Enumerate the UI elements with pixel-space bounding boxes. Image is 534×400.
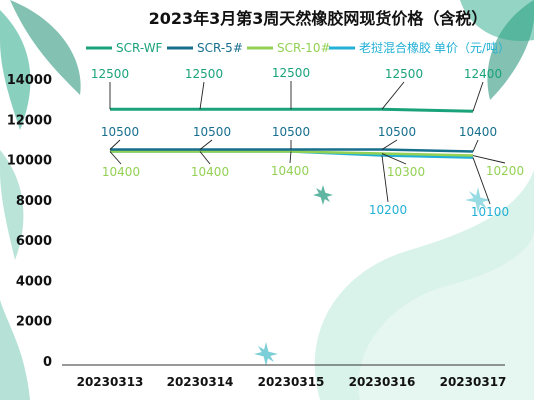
data-label-leader — [472, 157, 491, 205]
legend-label-scr-wf: SCR-WF — [116, 41, 163, 55]
data-label-leader — [199, 151, 211, 165]
data-label-leader — [472, 155, 506, 164]
flower-decor — [465, 187, 491, 213]
y-tick-label: 8000 — [16, 194, 52, 209]
x-tick-label: 20230313 — [77, 375, 144, 389]
flower-decor — [313, 185, 333, 205]
y-tick-label: 12000 — [7, 113, 52, 128]
data-label-laos-blend: 10200 — [369, 203, 407, 217]
x-tick-label: 20230314 — [167, 375, 234, 389]
data-label-leader — [289, 151, 292, 164]
data-label-leader — [381, 139, 398, 150]
data-label-leader — [109, 139, 121, 150]
leaf-decor-right — [460, 0, 534, 41]
data-label-scr-10: 10300 — [387, 165, 425, 179]
x-tick-label: 20230316 — [349, 375, 416, 389]
data-label-scr-5: 10400 — [459, 125, 497, 139]
data-label-leader — [381, 155, 389, 203]
leaf-decor-left — [10, 0, 81, 95]
data-label-scr-5: 10500 — [378, 125, 416, 139]
x-tick-label: 20230317 — [440, 375, 507, 389]
data-label-leader — [472, 81, 484, 112]
data-label-scr-wf: 12500 — [272, 66, 310, 80]
data-label-scr-wf: 12400 — [464, 67, 502, 81]
x-axis: 20230313 20230314 20230315 20230316 20230317 — [62, 364, 507, 389]
legend-label-laos-blend: 老挝混合橡胶 — [359, 40, 431, 55]
legend-label-scr-10: SCR-10# — [277, 41, 331, 55]
data-label-leader — [109, 151, 122, 165]
chart-title: 2023年3月第3周天然橡胶网现货价格（含税） — [149, 9, 488, 28]
y-tick-label: 14000 — [7, 73, 52, 88]
data-label-laos-blend: 10100 — [471, 205, 509, 219]
flower-decor — [254, 342, 278, 366]
data-label-scr-5: 10500 — [272, 125, 310, 139]
leaf-decor-left — [0, 150, 24, 260]
plot-area: 12500 12500 12500 12500 12400 10500 10500 10500… — [91, 66, 524, 219]
data-label-scr-wf: 12500 — [185, 67, 223, 81]
y-tick-label: 0 — [43, 355, 52, 370]
wave-shape-inner — [358, 230, 534, 400]
data-label-leader — [381, 81, 405, 110]
legend: SCR-WF SCR-5# SCR-10# 老挝混合橡胶 单价（元/吨） — [86, 40, 510, 55]
x-tick-label: 20230315 — [258, 375, 325, 389]
data-label-leader — [199, 81, 205, 110]
leaf-decor-left-bottom — [0, 300, 30, 400]
leaf-decor-left — [0, 10, 31, 130]
data-label-scr-10: 10400 — [102, 165, 140, 179]
y-tick-label: 6000 — [16, 234, 52, 249]
y-tick-label: 2000 — [16, 315, 52, 330]
y-tick-label: 10000 — [7, 154, 52, 169]
data-label-scr-5: 10500 — [193, 125, 231, 139]
data-label-leader — [381, 153, 407, 165]
data-label-scr-wf: 12500 — [91, 67, 129, 81]
data-label-leader — [472, 139, 479, 152]
data-label-scr-wf: 12500 — [385, 67, 423, 81]
y-tick-label: 4000 — [16, 274, 52, 289]
legend-unit: 单价（元/吨） — [434, 41, 510, 55]
data-label-scr-5: 10500 — [101, 125, 139, 139]
legend-label-scr-5: SCR-5# — [197, 41, 243, 55]
data-label-leader — [199, 139, 213, 150]
series-line-scr-wf — [110, 107, 474, 113]
data-label-scr-10: 10400 — [191, 165, 229, 179]
data-label-scr-10: 10400 — [271, 164, 309, 178]
data-label-scr-10: 10200 — [486, 164, 524, 178]
series-line-scr-10 — [110, 150, 474, 157]
y-axis: 0 2000 4000 6000 8000 10000 12000 14000 — [7, 73, 52, 370]
